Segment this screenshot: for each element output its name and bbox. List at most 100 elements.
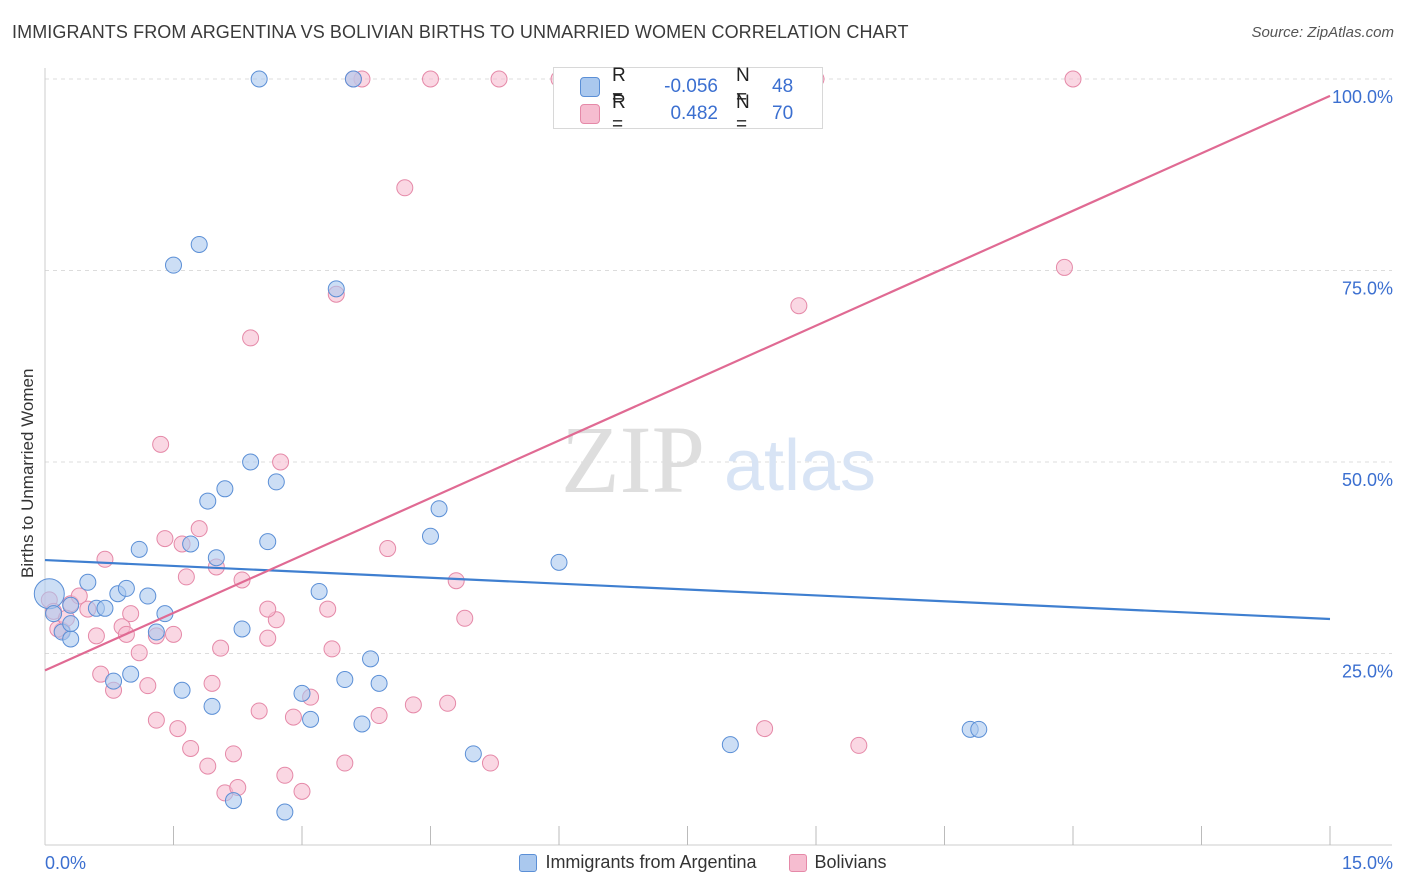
n-label: N =	[736, 92, 750, 135]
stats-legend: R = -0.056 N = 48 R = 0.482 N = 70	[553, 65, 823, 135]
y-axis-label: Births to Unmarried Women	[18, 368, 37, 578]
point-bolivians	[272, 453, 290, 471]
stats-swatch-blue	[580, 77, 600, 97]
point-bolivians	[152, 435, 170, 453]
point-argentina	[721, 736, 739, 754]
point-argentina	[344, 70, 362, 88]
point-bolivians	[370, 707, 388, 725]
trend-lines	[44, 94, 1331, 672]
point-argentina	[336, 671, 354, 689]
watermark-zip: ZIP	[561, 406, 705, 513]
point-argentina	[79, 573, 97, 591]
point-argentina	[464, 745, 482, 763]
point-bolivians	[87, 627, 105, 645]
point-bolivians	[481, 754, 499, 772]
point-argentina	[62, 596, 80, 614]
point-argentina	[122, 665, 140, 683]
r-label: R =	[612, 92, 626, 135]
point-argentina	[147, 623, 165, 641]
point-bolivians	[1055, 258, 1073, 276]
point-bolivians	[293, 782, 311, 800]
point-bolivians	[1064, 70, 1082, 88]
legend-item-bolivians[interactable]: Bolivians	[788, 852, 887, 873]
trend-line-bolivians	[44, 94, 1331, 672]
point-argentina	[259, 533, 277, 551]
point-argentina	[45, 605, 63, 623]
points-argentina	[33, 70, 988, 821]
point-argentina	[430, 500, 448, 518]
point-argentina	[224, 792, 242, 810]
point-bolivians	[96, 550, 114, 568]
point-bolivians	[212, 639, 230, 657]
point-argentina	[276, 803, 294, 821]
point-bolivians	[250, 702, 268, 720]
point-bolivians	[139, 677, 157, 695]
axes	[44, 68, 1392, 846]
point-bolivians	[156, 530, 174, 548]
watermark-atlas: atlas	[724, 426, 876, 506]
point-argentina	[33, 578, 65, 610]
point-bolivians	[259, 629, 277, 647]
point-argentina	[203, 697, 221, 715]
point-argentina	[293, 684, 311, 702]
point-bolivians	[756, 720, 774, 738]
point-argentina	[139, 587, 157, 605]
point-bolivians	[199, 757, 217, 775]
legend-swatch-blue	[519, 853, 538, 872]
point-argentina	[62, 630, 80, 648]
legend-swatch-pink	[788, 853, 807, 872]
y-tick-label: 75.0%	[1342, 279, 1393, 299]
point-bolivians	[404, 696, 422, 714]
point-argentina	[370, 674, 388, 692]
point-bolivians	[850, 736, 868, 754]
point-bolivians	[447, 572, 465, 590]
point-bolivians	[242, 329, 260, 347]
point-bolivians	[456, 609, 474, 627]
point-argentina	[353, 715, 371, 733]
point-bolivians	[147, 711, 165, 729]
n-label: N =	[736, 65, 750, 108]
legend-item-argentina[interactable]: Immigrants from Argentina	[519, 852, 757, 873]
point-bolivians	[224, 745, 242, 763]
point-bolivians	[396, 179, 414, 197]
point-argentina	[970, 720, 988, 738]
point-bolivians	[490, 70, 508, 88]
point-argentina	[182, 535, 200, 553]
point-argentina	[199, 492, 217, 510]
point-argentina	[267, 473, 285, 491]
point-argentina	[117, 579, 135, 597]
r-value-bolivians: 0.482	[670, 103, 718, 124]
point-bolivians	[276, 766, 294, 784]
point-bolivians	[422, 70, 439, 88]
point-argentina	[62, 615, 80, 633]
point-bolivians	[130, 644, 148, 662]
point-argentina	[550, 553, 568, 571]
point-argentina	[105, 672, 123, 690]
point-bolivians	[336, 754, 354, 772]
point-bolivians	[177, 568, 195, 586]
point-argentina	[207, 549, 225, 567]
point-bolivians	[259, 600, 277, 618]
y-tick-label: 100.0%	[1332, 87, 1393, 107]
point-argentina	[233, 620, 251, 638]
r-value-argentina: -0.056	[664, 76, 718, 97]
y-tick-label: 25.0%	[1342, 662, 1393, 682]
point-bolivians	[169, 720, 187, 738]
n-value-argentina: 48	[772, 76, 794, 97]
point-argentina	[250, 70, 268, 88]
x-tick-label-left: 0.0%	[45, 853, 86, 873]
point-argentina	[242, 453, 260, 471]
legend-label-bolivians: Bolivians	[814, 852, 887, 872]
grid-lines	[45, 78, 1392, 654]
r-label: R =	[612, 65, 626, 108]
trend-line-argentina	[44, 558, 1331, 621]
point-bolivians	[284, 708, 302, 726]
x-tick-label-right: 15.0%	[1342, 853, 1393, 873]
chart-title: IMMIGRANTS FROM ARGENTINA VS BOLIVIAN BI…	[12, 22, 909, 42]
point-argentina	[96, 599, 114, 617]
point-bolivians	[203, 674, 221, 692]
point-bolivians	[319, 600, 337, 618]
point-argentina	[216, 480, 234, 498]
point-argentina	[173, 681, 191, 699]
